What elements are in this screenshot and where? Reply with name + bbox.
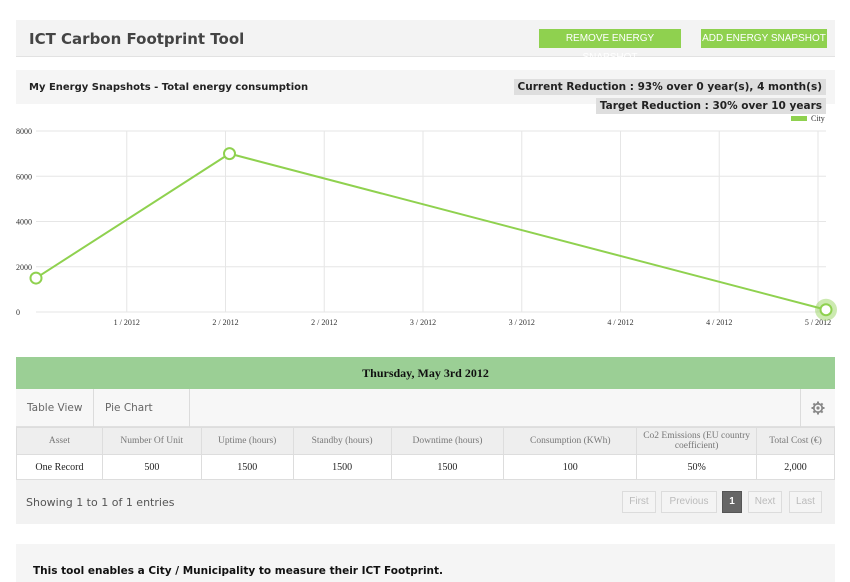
x-tick-label: 1 / 2012 — [114, 318, 140, 327]
pagination-last-button[interactable]: Last — [789, 491, 822, 513]
settings-button[interactable] — [800, 389, 835, 427]
series-line-city — [35, 152, 827, 311]
column-header-co2-emissions[interactable]: Co2 Emissions (EU country coefficient) — [636, 427, 758, 455]
table-footer: Showing 1 to 1 of 1 entries First Previo… — [16, 480, 835, 524]
x-tick-label: 2 / 2012 — [212, 318, 238, 327]
app-header: ICT Carbon Footprint Tool REMOVE ENERGY … — [16, 20, 835, 63]
column-header-downtime[interactable]: Downtime (hours) — [390, 427, 505, 455]
column-header-standby[interactable]: Standby (hours) — [292, 427, 392, 455]
y-tick-label: 6000 — [16, 172, 32, 181]
cell-number-of-unit: 500 — [101, 454, 202, 480]
pagination-previous-button[interactable]: Previous — [661, 491, 717, 513]
cell-total-cost: 2,000 — [756, 454, 835, 480]
column-header-uptime[interactable]: Uptime (hours) — [200, 427, 294, 455]
x-tick-label: 3 / 2012 — [509, 318, 535, 327]
chart-legend: City — [791, 114, 825, 123]
series-point — [819, 303, 833, 317]
add-energy-snapshot-button[interactable]: ADD ENERGY SNAPSHOT — [701, 29, 827, 48]
remove-energy-snapshot-button[interactable]: REMOVE ENERGY SNAPSHOT — [539, 29, 681, 63]
x-tick-label: 5 / 2012 — [805, 318, 831, 327]
column-header-total-cost[interactable]: Total Cost (€) — [756, 427, 835, 455]
x-tick-label: 2 / 2012 — [311, 318, 337, 327]
gear-icon — [811, 401, 825, 415]
series-point — [223, 147, 236, 161]
cell-downtime: 1500 — [390, 454, 505, 480]
table-row[interactable]: One Record 500 1500 1500 1500 100 50% 2,… — [16, 454, 835, 480]
cell-uptime: 1500 — [200, 454, 294, 480]
chart-y-ticks: 0 2000 4000 6000 8000 — [16, 127, 32, 317]
y-tick-label: 2000 — [16, 263, 32, 272]
pagination-page-1-button[interactable]: 1 — [722, 491, 742, 513]
energy-consumption-chart: 0 2000 4000 6000 8000 1 / 2012 2 / 2012 2 / 20… — [16, 114, 837, 327]
table-header-row: Asset Number Of Unit Uptime (hours) Stan… — [16, 427, 835, 455]
legend-swatch-city — [791, 116, 807, 121]
x-tick-label: 3 / 2012 — [410, 318, 436, 327]
app-title: ICT Carbon Footprint Tool — [29, 30, 245, 48]
tab-pie-chart-view[interactable]: Pie Chart View — [94, 389, 190, 452]
chart-series — [29, 147, 837, 321]
cell-standby: 1500 — [292, 454, 392, 480]
info-text: This tool enables a City / Municipality … — [33, 565, 444, 577]
cell-asset: One Record — [16, 454, 103, 480]
column-header-asset[interactable]: Asset — [16, 427, 103, 455]
x-tick-label: 4 / 2012 — [607, 318, 633, 327]
target-reduction-badge: Target Reduction : 30% over 10 years — [595, 98, 826, 114]
view-tabs: Table View Pie Chart View — [16, 389, 835, 452]
x-tick-label: 4 / 2012 — [706, 318, 732, 327]
column-header-number-of-unit[interactable]: Number Of Unit — [101, 427, 202, 455]
y-tick-label: 4000 — [16, 218, 32, 227]
cell-co2-emissions: 50% — [636, 454, 758, 480]
pagination-next-button[interactable]: Next — [748, 491, 782, 513]
chart-grid — [36, 130, 826, 313]
current-reduction-badge: Current Reduction : 93% over 0 year(s), … — [513, 79, 826, 95]
info-panel: This tool enables a City / Municipality … — [16, 544, 835, 582]
series-point — [29, 271, 43, 285]
y-tick-label: 8000 — [16, 127, 32, 136]
cell-consumption: 100 — [503, 454, 638, 480]
entries-info: Showing 1 to 1 of 1 entries — [26, 496, 175, 509]
snapshot-date-header: Thursday, May 3rd 2012 — [16, 357, 835, 389]
snapshot-title: My Energy Snapshots - Total energy consu… — [29, 82, 309, 93]
legend-label-city: City — [811, 114, 825, 123]
tab-table-view[interactable]: Table View — [16, 389, 94, 427]
snapshot-bar: My Energy Snapshots - Total energy consu… — [16, 70, 835, 114]
pagination-first-button[interactable]: First — [622, 491, 656, 513]
chart-x-ticks: 1 / 2012 2 / 2012 2 / 2012 3 / 2012 3 / 2012… — [114, 318, 831, 327]
y-tick-label: 0 — [16, 308, 20, 317]
column-header-consumption[interactable]: Consumption (KWh) — [503, 427, 638, 455]
energy-data-table: Asset Number Of Unit Uptime (hours) Stan… — [16, 427, 835, 480]
